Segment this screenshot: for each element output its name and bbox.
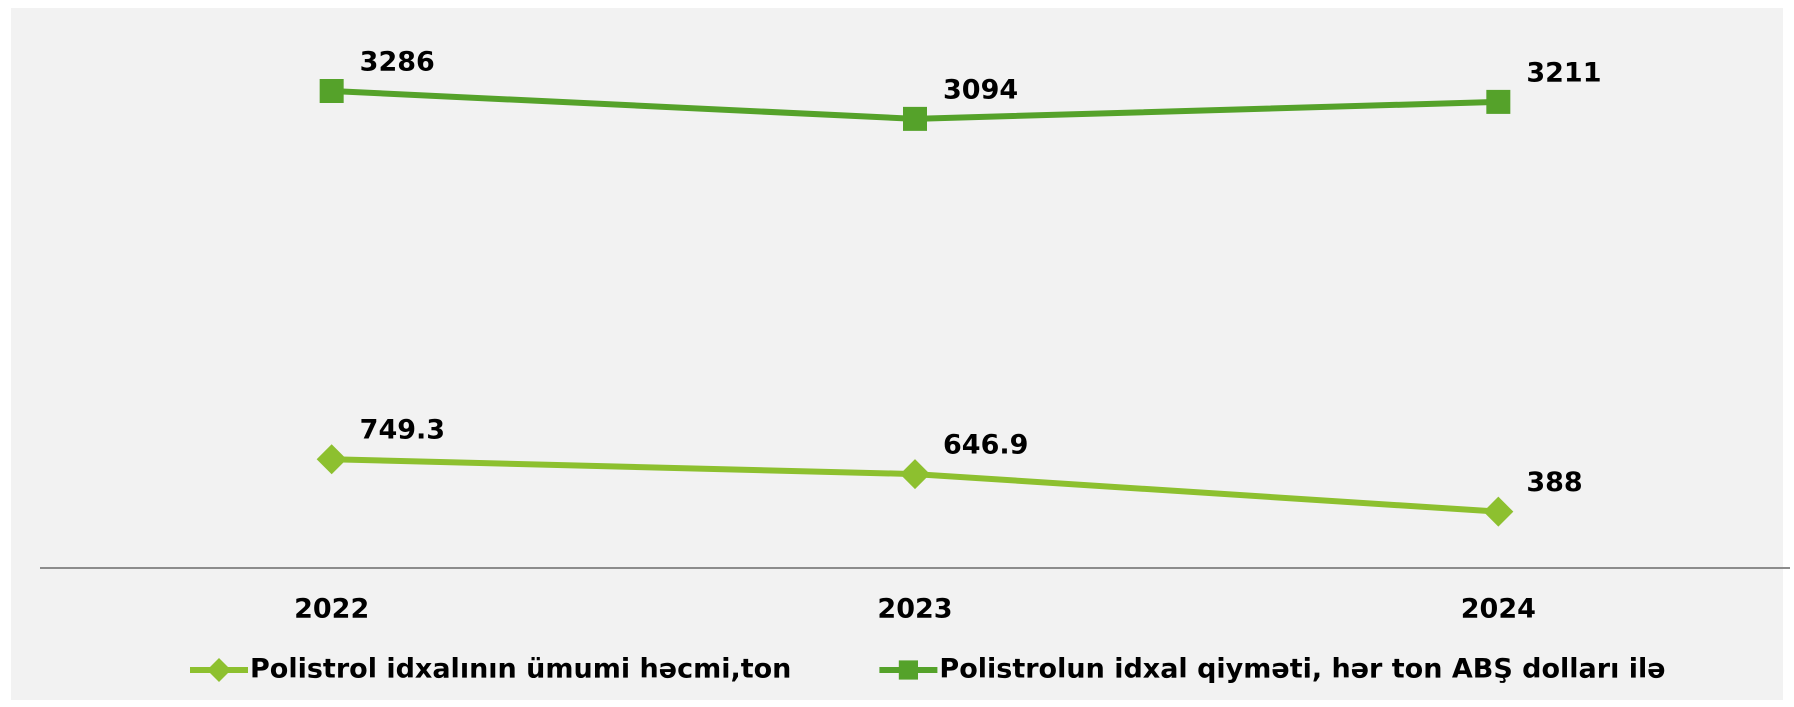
x-tick-label: 2022 (294, 594, 369, 625)
chart-background (11, 8, 1783, 700)
marker (319, 79, 344, 103)
marker (316, 444, 347, 475)
legend-label: Polistrol idxalının ümumi həcmi,ton (250, 654, 791, 685)
marker (903, 106, 927, 131)
marker (1483, 496, 1514, 527)
data-label: 646.9 (943, 430, 1028, 461)
data-label: 3094 (943, 74, 1018, 105)
marker (207, 658, 231, 682)
x-tick-label: 2024 (1461, 594, 1536, 625)
legend-label: Polistrolun idxal qiyməti, hər ton ABŞ d… (939, 654, 1665, 685)
data-label: 3211 (1526, 57, 1601, 88)
marker (898, 660, 919, 680)
data-label: 388 (1526, 467, 1582, 498)
marker (900, 459, 930, 490)
marker (1486, 89, 1511, 114)
data-label: 3286 (360, 47, 435, 78)
x-tick-label: 2023 (877, 594, 952, 625)
data-label: 749.3 (360, 415, 445, 446)
